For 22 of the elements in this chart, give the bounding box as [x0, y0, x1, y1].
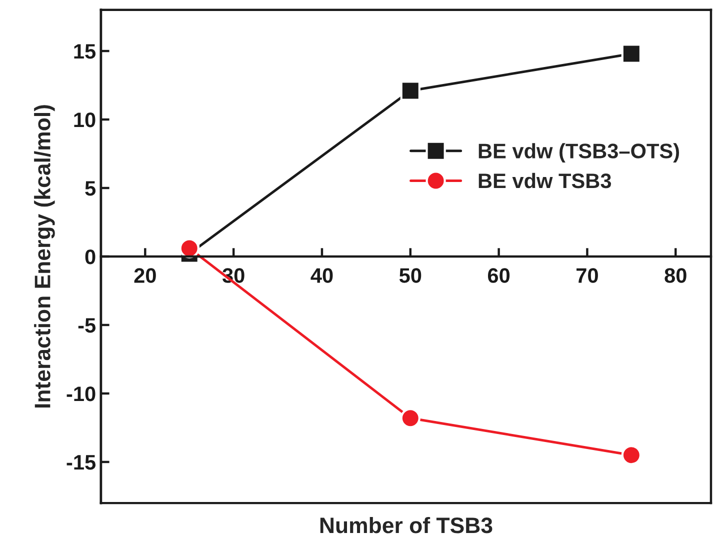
x-tick-label: 70 [576, 268, 598, 283]
y-tick-label: -10 [66, 386, 96, 402]
legend-label: BE vdw TSB3 [478, 172, 612, 188]
point [400, 408, 420, 428]
point [400, 80, 420, 101]
x-axis-title: Number of TSB3 [320, 516, 492, 534]
y-tick-label: 5 [85, 181, 96, 196]
x-tick-label: 20 [134, 268, 156, 283]
legend-label: BE vdw (TSB3–OTS) [478, 143, 680, 163]
x-tick-label: 40 [310, 268, 333, 283]
point [621, 44, 642, 64]
x-tick-label: 50 [399, 268, 422, 283]
y-tick-label: 15 [74, 44, 96, 59]
y-tick-label: -15 [66, 455, 96, 470]
x-tick-label: 80 [664, 268, 686, 283]
y-tick-label: -5 [78, 318, 96, 333]
x-tick-label: 60 [488, 268, 510, 283]
y-tick-label: 10 [74, 112, 96, 128]
point [621, 445, 642, 466]
y-axis-title: Interaction Energy (kcal/mol) [34, 105, 55, 408]
y-tick-label: 0 [85, 249, 96, 264]
point [179, 238, 200, 258]
